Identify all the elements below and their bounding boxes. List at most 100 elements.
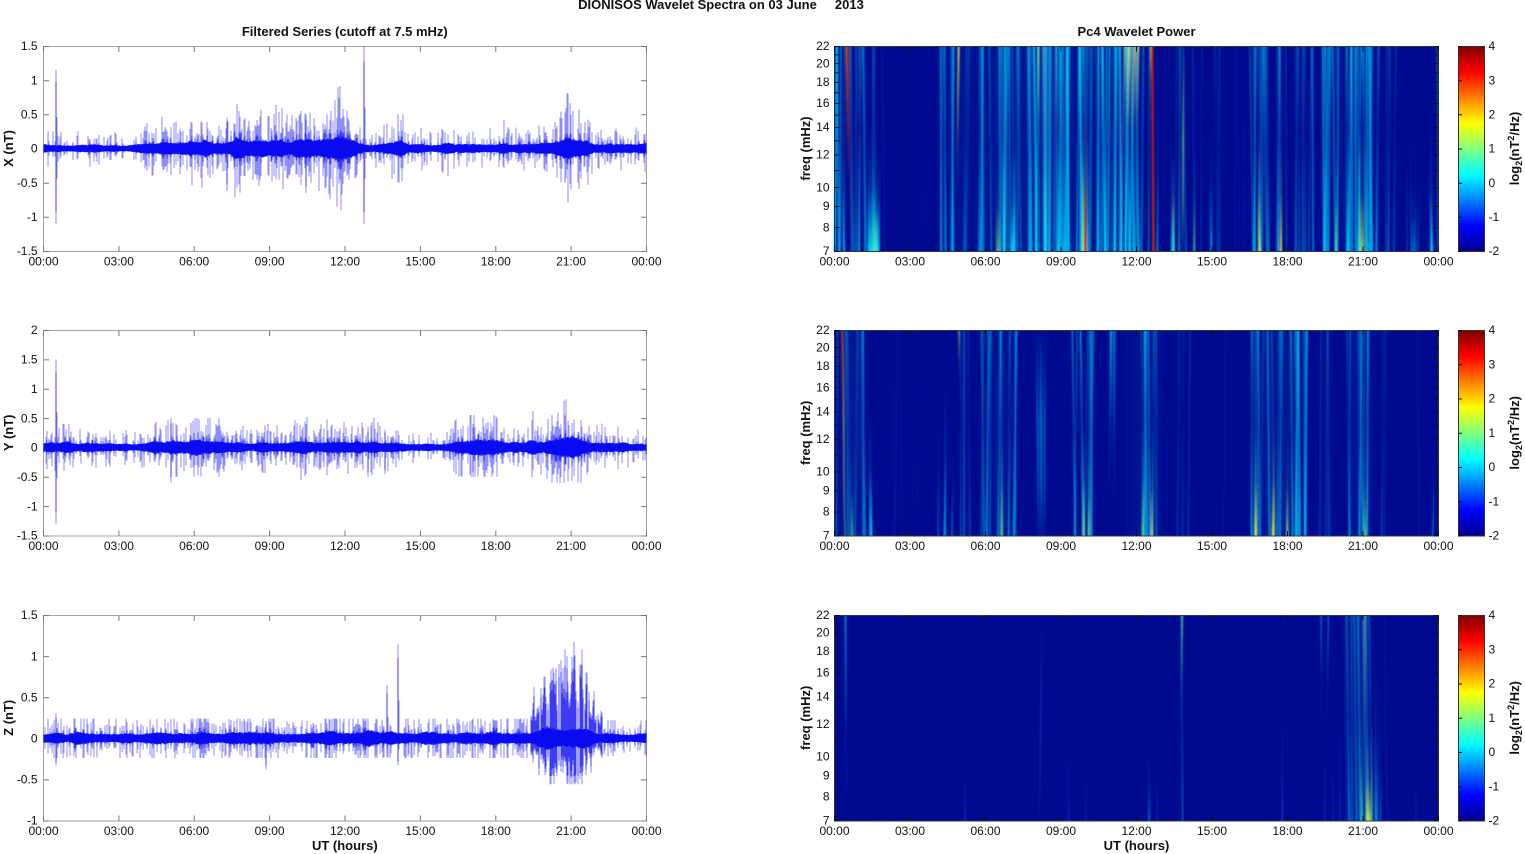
svg-text:0: 0 bbox=[1489, 745, 1496, 759]
svg-text:-1: -1 bbox=[27, 499, 38, 513]
svg-text:15:00: 15:00 bbox=[405, 255, 435, 269]
svg-text:1.5: 1.5 bbox=[21, 39, 38, 53]
svg-text:0: 0 bbox=[31, 441, 38, 455]
svg-text:12: 12 bbox=[816, 717, 830, 731]
svg-text:1.5: 1.5 bbox=[21, 608, 38, 622]
svg-text:0.5: 0.5 bbox=[21, 690, 38, 704]
svg-text:1: 1 bbox=[31, 382, 38, 396]
svg-text:00:00: 00:00 bbox=[819, 824, 849, 838]
svg-text:Y (nT): Y (nT) bbox=[1, 415, 16, 452]
svg-text:-2: -2 bbox=[1489, 529, 1500, 543]
svg-text:18:00: 18:00 bbox=[481, 824, 511, 838]
svg-text:7: 7 bbox=[823, 814, 830, 828]
svg-text:-1: -1 bbox=[1489, 210, 1500, 224]
svg-text:21:00: 21:00 bbox=[1348, 539, 1378, 553]
svg-text:20: 20 bbox=[816, 625, 830, 639]
svg-text:0: 0 bbox=[1489, 176, 1496, 190]
svg-text:2: 2 bbox=[1489, 677, 1496, 691]
svg-text:21:00: 21:00 bbox=[1348, 255, 1378, 269]
svg-text:15:00: 15:00 bbox=[405, 539, 435, 553]
svg-text:9: 9 bbox=[823, 199, 830, 213]
svg-text:15:00: 15:00 bbox=[1197, 824, 1227, 838]
svg-text:4: 4 bbox=[1489, 39, 1496, 53]
svg-text:16: 16 bbox=[816, 380, 830, 394]
svg-text:12:00: 12:00 bbox=[1121, 255, 1151, 269]
svg-text:21:00: 21:00 bbox=[556, 539, 586, 553]
svg-text:06:00: 06:00 bbox=[179, 539, 209, 553]
svg-text:1: 1 bbox=[1489, 711, 1496, 725]
svg-text:-0.5: -0.5 bbox=[17, 773, 38, 787]
svg-text:00:00: 00:00 bbox=[631, 824, 661, 838]
svg-text:16: 16 bbox=[816, 96, 830, 110]
svg-text:log2(nT2/Hz): log2(nT2/Hz) bbox=[1506, 396, 1524, 470]
svg-text:1.5: 1.5 bbox=[21, 353, 38, 367]
svg-text:00:00: 00:00 bbox=[1423, 255, 1453, 269]
svg-text:Z (nT): Z (nT) bbox=[1, 700, 16, 736]
svg-text:14: 14 bbox=[816, 689, 830, 703]
svg-text:2: 2 bbox=[1489, 108, 1496, 122]
svg-text:-1: -1 bbox=[27, 210, 38, 224]
svg-text:18: 18 bbox=[816, 644, 830, 658]
svg-text:00:00: 00:00 bbox=[631, 255, 661, 269]
svg-text:06:00: 06:00 bbox=[179, 824, 209, 838]
svg-text:18: 18 bbox=[816, 75, 830, 89]
svg-text:15:00: 15:00 bbox=[1197, 255, 1227, 269]
svg-text:freq (mHz): freq (mHz) bbox=[798, 116, 813, 180]
svg-text:00:00: 00:00 bbox=[1423, 824, 1453, 838]
svg-text:1: 1 bbox=[31, 649, 38, 663]
svg-text:8: 8 bbox=[823, 790, 830, 804]
svg-text:18:00: 18:00 bbox=[1272, 824, 1302, 838]
svg-text:12: 12 bbox=[816, 432, 830, 446]
svg-text:00:00: 00:00 bbox=[28, 539, 58, 553]
svg-text:10: 10 bbox=[816, 465, 830, 479]
svg-text:21:00: 21:00 bbox=[556, 255, 586, 269]
svg-text:-1: -1 bbox=[27, 814, 38, 828]
svg-text:03:00: 03:00 bbox=[104, 255, 134, 269]
svg-text:14: 14 bbox=[816, 120, 830, 134]
svg-text:00:00: 00:00 bbox=[819, 539, 849, 553]
svg-text:9: 9 bbox=[823, 484, 830, 498]
svg-text:14: 14 bbox=[816, 404, 830, 418]
svg-text:06:00: 06:00 bbox=[970, 255, 1000, 269]
svg-text:DIONISOS Wavelet Spectra on 03: DIONISOS Wavelet Spectra on 03 June 2013 bbox=[578, 0, 864, 12]
svg-text:12:00: 12:00 bbox=[1121, 824, 1151, 838]
svg-text:freq (mHz): freq (mHz) bbox=[798, 401, 813, 465]
svg-text:18:00: 18:00 bbox=[481, 255, 511, 269]
svg-text:1: 1 bbox=[31, 73, 38, 87]
svg-text:X (nT): X (nT) bbox=[1, 130, 16, 167]
svg-text:09:00: 09:00 bbox=[1046, 255, 1076, 269]
svg-text:freq (mHz): freq (mHz) bbox=[798, 686, 813, 750]
svg-text:0: 0 bbox=[31, 732, 38, 746]
svg-text:03:00: 03:00 bbox=[895, 824, 925, 838]
svg-text:3: 3 bbox=[1489, 643, 1496, 657]
svg-text:12:00: 12:00 bbox=[330, 539, 360, 553]
svg-text:21:00: 21:00 bbox=[556, 824, 586, 838]
svg-text:00:00: 00:00 bbox=[1423, 539, 1453, 553]
svg-text:UT (hours): UT (hours) bbox=[312, 838, 378, 853]
svg-text:18:00: 18:00 bbox=[1272, 255, 1302, 269]
svg-text:00:00: 00:00 bbox=[819, 255, 849, 269]
svg-text:Filtered Series (cutoff at 7.5: Filtered Series (cutoff at 7.5 mHz) bbox=[242, 24, 448, 39]
svg-text:12:00: 12:00 bbox=[330, 255, 360, 269]
svg-text:Pc4 Wavelet Power: Pc4 Wavelet Power bbox=[1077, 24, 1195, 39]
svg-text:4: 4 bbox=[1489, 608, 1496, 622]
svg-text:22: 22 bbox=[816, 39, 830, 53]
svg-text:06:00: 06:00 bbox=[970, 539, 1000, 553]
svg-text:09:00: 09:00 bbox=[255, 255, 285, 269]
svg-text:12:00: 12:00 bbox=[1121, 539, 1151, 553]
svg-text:00:00: 00:00 bbox=[631, 539, 661, 553]
svg-text:06:00: 06:00 bbox=[970, 824, 1000, 838]
svg-text:18:00: 18:00 bbox=[1272, 539, 1302, 553]
svg-text:log2(nT2/Hz): log2(nT2/Hz) bbox=[1506, 681, 1524, 755]
svg-text:15:00: 15:00 bbox=[405, 824, 435, 838]
svg-text:8: 8 bbox=[823, 220, 830, 234]
svg-text:3: 3 bbox=[1489, 73, 1496, 87]
svg-text:log2(nT2/Hz): log2(nT2/Hz) bbox=[1506, 112, 1524, 186]
svg-text:00:00: 00:00 bbox=[28, 824, 58, 838]
svg-text:10: 10 bbox=[816, 750, 830, 764]
svg-text:20: 20 bbox=[816, 340, 830, 354]
svg-text:-2: -2 bbox=[1489, 814, 1500, 828]
svg-text:-1.5: -1.5 bbox=[17, 244, 38, 258]
svg-text:-1: -1 bbox=[1489, 494, 1500, 508]
svg-text:20: 20 bbox=[816, 56, 830, 70]
